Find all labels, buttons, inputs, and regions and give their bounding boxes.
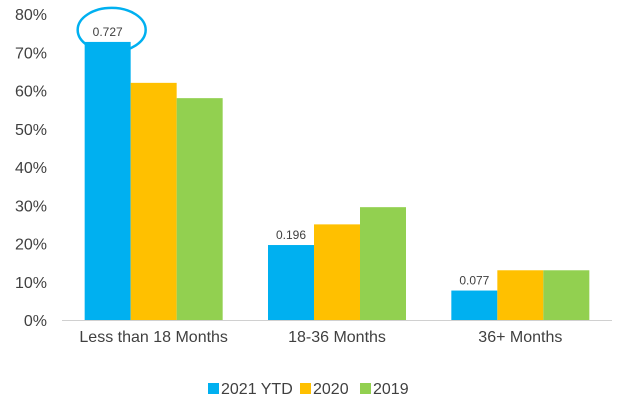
category-label: Less than 18 Months [79,329,228,346]
data-label: 0.077 [459,274,489,288]
category-label: 18-36 Months [288,329,386,346]
legend-label: 2019 [373,381,409,398]
bar-2021-ytd-2 [451,290,498,320]
y-tick-label: 80% [15,7,47,24]
y-tick-label: 10% [15,275,47,292]
bar-2019-0 [176,98,223,321]
bar-2020-0 [130,82,177,320]
data-label: 0.196 [276,228,306,242]
y-tick-label: 50% [15,122,47,139]
legend-item: 2021 YTD [208,381,293,398]
data-labels: 0.727 0.196 0.077 [93,25,490,288]
data-label: 0.727 [93,25,123,39]
legend-swatch [208,383,219,394]
bar-2019-1 [360,207,406,320]
category-labels: Less than 18 Months 18-36 Months 36+ Month… [79,329,562,346]
bar-2021-ytd-0 [84,41,131,321]
legend-label: 2020 [313,381,349,398]
highlight-ellipse [76,6,147,54]
y-tick-label: 20% [15,237,47,254]
y-tick-label: 70% [15,45,47,62]
bar-2021-ytd-1 [268,245,314,320]
legend-swatch [300,383,311,394]
y-tick-label: 60% [15,84,47,101]
y-tick-label: 40% [15,160,47,177]
highlight-annotation [76,6,147,54]
legend-item: 2019 [360,381,409,398]
legend-swatch [360,383,371,394]
legend-item: 2020 [300,381,349,398]
y-axis-tick-labels: 0% 10% 20% 30% 40% 50% 60% 70% 80% [15,7,47,330]
legend-label: 2021 YTD [221,381,293,398]
category-label: 36+ Months [478,329,562,346]
y-tick-label: 30% [15,198,47,215]
bar-2020-1 [314,224,360,320]
bars [84,41,590,321]
bar-2019-2 [543,270,590,320]
y-tick-label: 0% [24,313,47,330]
bar-2020-2 [497,270,544,320]
legend: 2021 YTD 2020 2019 [208,381,409,398]
